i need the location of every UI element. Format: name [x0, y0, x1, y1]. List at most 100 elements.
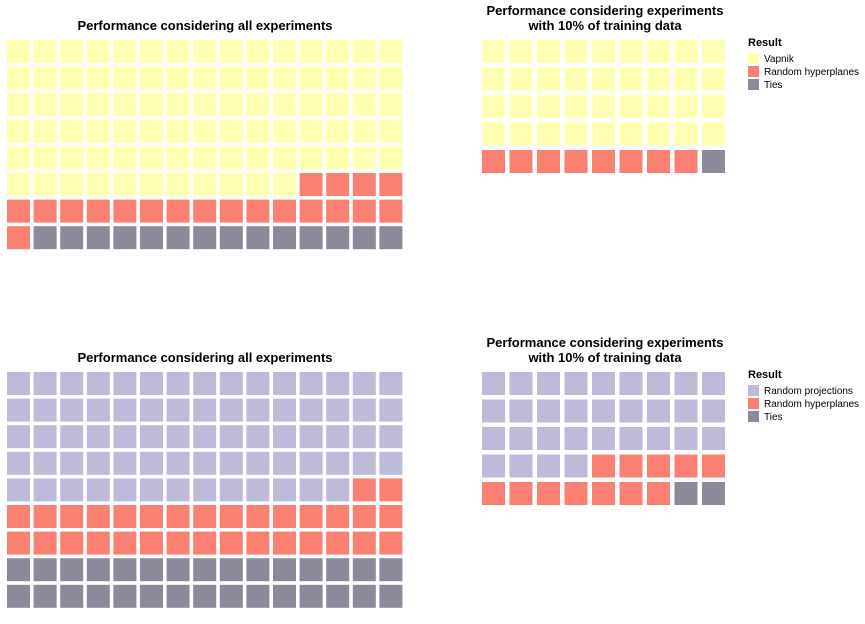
waffle-cell-vapnik	[482, 122, 505, 146]
panel-title: Performance considering all experiments	[77, 350, 332, 365]
waffle-cell-vapnik	[352, 119, 376, 143]
waffle-cell-random-projections	[33, 451, 57, 475]
legend-title: Result	[748, 369, 782, 381]
waffle-cell-random-projections	[647, 399, 670, 423]
waffle-cell-vapnik	[60, 93, 84, 117]
waffle-cell-random-projections	[246, 451, 270, 475]
waffle-cell-ties	[219, 226, 243, 250]
panel-title-line-1: Performance considering experiments	[487, 335, 724, 350]
waffle-cell-vapnik	[166, 93, 190, 117]
waffle-cell-vapnik	[273, 146, 296, 170]
waffle-cell-random-projections	[166, 398, 190, 422]
waffle-cell-vapnik	[299, 119, 323, 143]
waffle-cell-ties	[326, 584, 350, 608]
waffle-cell-random-projections	[647, 427, 670, 450]
waffle-cell-random-hyperplanes	[60, 199, 84, 223]
waffle-panel-10pct-random-projections: Performance considering experiments with…	[482, 335, 859, 505]
waffle-cell-random-projections	[299, 478, 323, 502]
waffle-cell-vapnik	[246, 40, 270, 63]
waffle-cell-vapnik	[299, 66, 323, 90]
waffle-cell-random-projections	[86, 451, 110, 475]
waffle-cell-vapnik	[113, 40, 137, 63]
waffle-cell-random-hyperplanes	[193, 199, 217, 223]
waffle-cell-random-hyperplanes	[564, 482, 588, 505]
waffle-cell-random-projections	[537, 454, 560, 478]
waffle-cell-ties	[7, 584, 30, 608]
waffle-cell-ties	[352, 584, 376, 608]
waffle-cell-random-hyperplanes	[140, 531, 163, 555]
waffle-cell-vapnik	[166, 66, 190, 90]
waffle-cell-vapnik	[674, 67, 698, 91]
legend-item-random-hyperplanes: Random hyperplanes	[748, 66, 859, 78]
waffle-cells	[482, 40, 725, 173]
waffle-cell-random-projections	[352, 372, 376, 395]
waffle-cell-vapnik	[299, 146, 323, 170]
waffle-cell-random-projections	[537, 372, 560, 395]
waffle-cell-vapnik	[219, 173, 243, 196]
waffle-cell-ties	[273, 558, 296, 582]
waffle-cell-random-projections	[219, 425, 243, 449]
legend-label: Ties	[764, 80, 783, 91]
waffle-cell-vapnik	[7, 40, 30, 63]
waffle-cell-vapnik	[352, 66, 376, 90]
waffle-cell-vapnik	[193, 173, 217, 196]
waffle-cell-vapnik	[86, 119, 110, 143]
panel-title-line-1: Performance considering experiments	[487, 3, 724, 18]
waffle-cell-random-hyperplanes	[299, 199, 323, 223]
waffle-cell-ties	[273, 226, 296, 250]
waffle-cells	[7, 372, 403, 608]
waffle-cell-random-projections	[326, 451, 350, 475]
waffle-cell-vapnik	[592, 122, 615, 146]
waffle-cell-vapnik	[379, 66, 403, 90]
waffle-cell-vapnik	[379, 146, 403, 170]
waffle-cell-vapnik	[140, 66, 163, 90]
waffle-cell-random-hyperplanes	[33, 505, 57, 528]
waffle-cell-random-projections	[273, 451, 296, 475]
waffle-cell-random-projections	[246, 372, 270, 395]
waffle-cell-ties	[193, 558, 217, 582]
waffle-cell-vapnik	[113, 93, 137, 117]
waffle-cell-random-hyperplanes	[564, 150, 588, 173]
waffle-cell-random-hyperplanes	[113, 505, 137, 528]
waffle-cell-random-projections	[564, 454, 588, 478]
legend-item-ties: Ties	[748, 411, 783, 423]
legend-item-ties: Ties	[748, 79, 783, 91]
waffle-cell-random-projections	[273, 372, 296, 395]
waffle-cell-ties	[113, 584, 137, 608]
waffle-cell-random-hyperplanes	[166, 531, 190, 555]
waffle-cell-vapnik	[86, 40, 110, 63]
waffle-cell-vapnik	[482, 67, 505, 91]
waffle-cell-random-projections	[299, 398, 323, 422]
waffle-cell-random-projections	[537, 399, 560, 423]
waffle-cell-random-projections	[592, 427, 615, 450]
waffle-cell-vapnik	[674, 40, 698, 63]
waffle-cell-random-projections	[86, 478, 110, 502]
waffle-cell-random-hyperplanes	[273, 199, 296, 223]
waffle-cell-random-projections	[674, 372, 698, 395]
waffle-cell-vapnik	[273, 66, 296, 90]
waffle-cell-random-projections	[702, 427, 725, 450]
waffle-cell-random-projections	[482, 399, 505, 423]
waffle-cell-vapnik	[299, 93, 323, 117]
waffle-cell-ties	[33, 558, 57, 582]
waffle-cell-random-hyperplanes	[166, 199, 190, 223]
waffle-cell-ties	[86, 558, 110, 582]
waffle-cell-random-projections	[193, 398, 217, 422]
waffle-cell-random-hyperplanes	[509, 482, 533, 505]
waffle-cell-random-projections	[352, 398, 376, 422]
waffle-cell-vapnik	[193, 40, 217, 63]
waffle-cell-vapnik	[219, 93, 243, 117]
waffle-cell-vapnik	[140, 40, 163, 63]
panel-title: Performance considering all experiments	[77, 18, 332, 33]
waffle-cell-random-projections	[140, 451, 163, 475]
waffle-panel-all-experiments-vapnik: Performance considering all experiments	[7, 18, 403, 250]
waffle-cell-vapnik	[166, 146, 190, 170]
waffle-cell-ties	[246, 584, 270, 608]
waffle-cell-vapnik	[113, 119, 137, 143]
legend-label: Random hyperplanes	[764, 67, 859, 78]
waffle-cell-random-projections	[299, 451, 323, 475]
waffle-cell-random-hyperplanes	[326, 505, 350, 528]
waffle-cell-random-projections	[299, 372, 323, 395]
waffle-cell-random-projections	[246, 425, 270, 449]
waffle-cell-vapnik	[326, 40, 350, 63]
